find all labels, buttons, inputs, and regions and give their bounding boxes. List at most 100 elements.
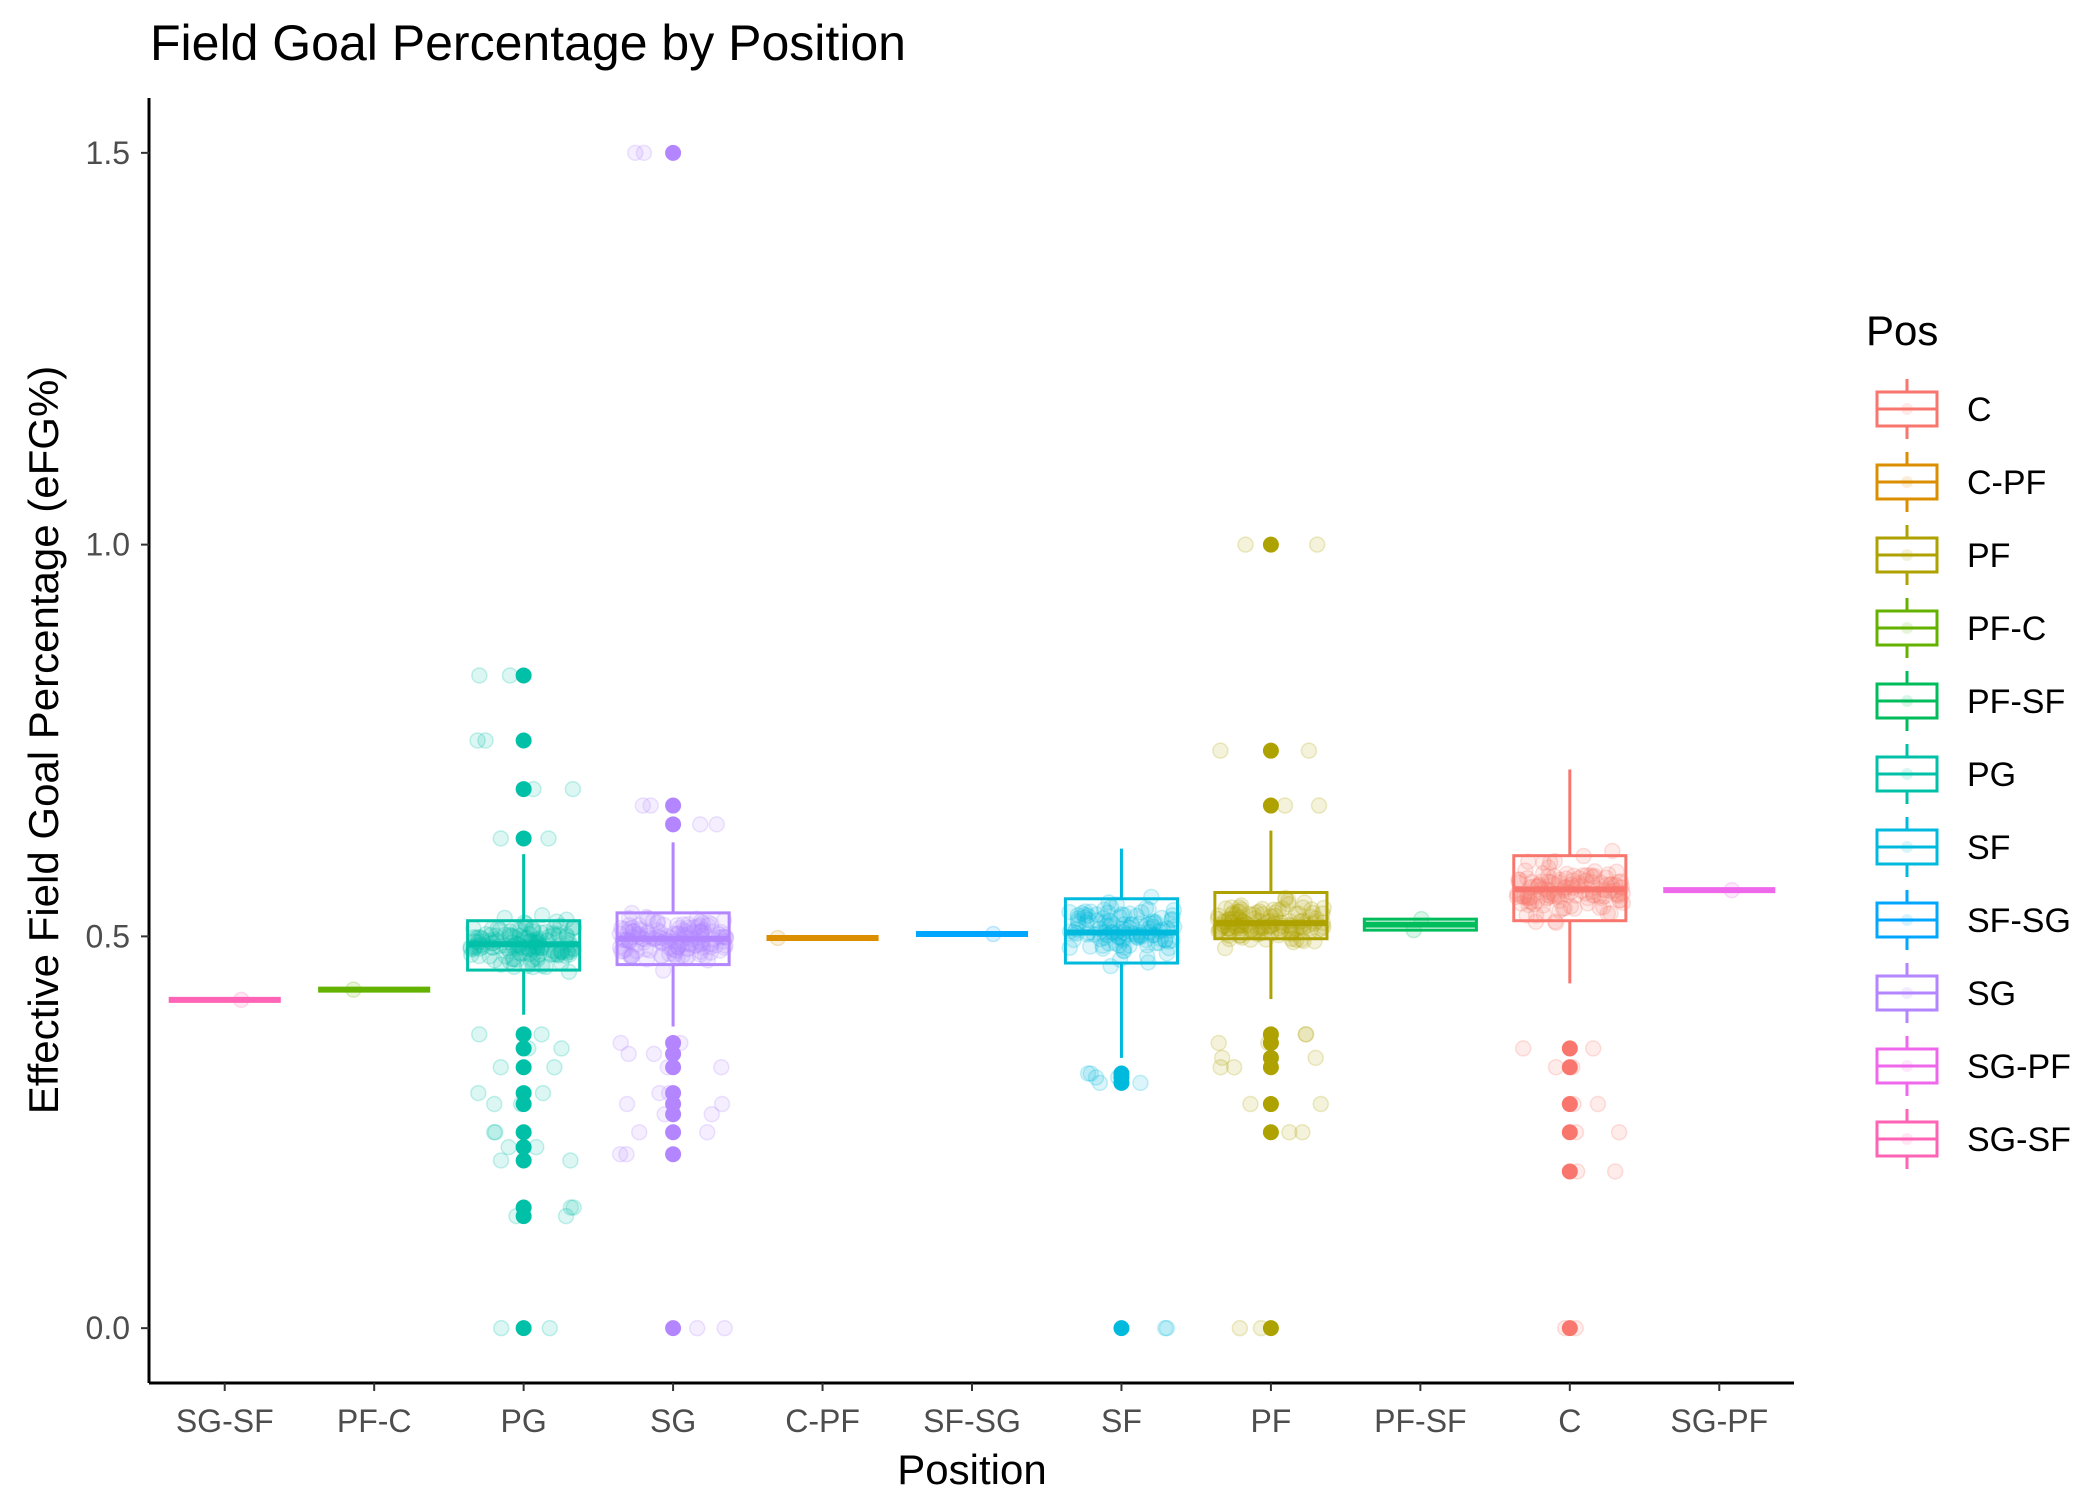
legend: Pos C C-PF PF PF-C PF-SF PG SF SF-SG SG SG-PF SG-S…: [1866, 307, 2071, 1169]
jitter-point: [1094, 940, 1112, 957]
jitter-point: [1076, 903, 1094, 920]
y-tick-label: 0.0: [86, 1310, 130, 1346]
jitter-point: [716, 1319, 733, 1337]
jitter-point: [534, 1084, 552, 1102]
outlier-point: [515, 1139, 532, 1156]
jitter-point: [1237, 536, 1254, 553]
jitter-point: [562, 1152, 579, 1169]
y-axis-title: Effective Field Goal Percentage (eFG%): [20, 366, 67, 1115]
jitter-point: [620, 1045, 637, 1063]
legend-item-sg-pf: SG-PF: [1875, 1036, 2071, 1096]
outlier-point: [665, 1059, 682, 1076]
outlier-point: [665, 816, 682, 833]
jitter-point: [1277, 889, 1294, 907]
jitter-point: [471, 667, 488, 684]
outlier-point: [1561, 1163, 1578, 1180]
jitter-point: [1251, 903, 1268, 920]
jitter-point: [524, 951, 541, 968]
jitter-point: [1300, 742, 1318, 759]
box-group-sg: [611, 144, 735, 1337]
jitter-point: [1140, 901, 1157, 918]
jitter-point: [691, 946, 709, 963]
jitter-point: [1111, 908, 1129, 926]
outlier-point: [1113, 1074, 1130, 1091]
legend-label: PF-C: [1967, 610, 2046, 648]
outlier-point: [515, 1208, 532, 1225]
jitter-point: [1082, 1065, 1100, 1082]
outlier-point: [1561, 1059, 1578, 1076]
jitter-point: [1518, 906, 1535, 924]
outlier-point: [1561, 1040, 1578, 1057]
legend-key-point: [1901, 549, 1913, 561]
jitter-point: [533, 1026, 550, 1043]
jitter-point: [1297, 1026, 1314, 1043]
jitter-point: [1091, 1074, 1109, 1092]
box-group-c: [1508, 769, 1632, 1337]
jitter-point: [1310, 797, 1328, 814]
x-tick-label: C: [1558, 1403, 1581, 1439]
jitter-point: [533, 907, 551, 924]
jitter-point: [654, 962, 672, 979]
legend-label: C-PF: [1967, 464, 2046, 502]
outlier-point: [515, 830, 532, 847]
jitter-point: [557, 947, 574, 965]
legend-item-sg-sf: SG-SF: [1875, 1109, 2071, 1169]
jitter-point: [500, 1138, 517, 1156]
jitter-point: [492, 830, 510, 847]
legend-label: SG: [1967, 975, 2016, 1013]
jitter-point: [1087, 1069, 1105, 1086]
x-tick-label: SG-SF: [176, 1403, 274, 1439]
jitter-point: [1121, 937, 1138, 954]
legend-item-pg: PG: [1875, 744, 2016, 804]
jitter-point: [549, 947, 567, 964]
jitter-point: [1069, 907, 1087, 924]
jitter-point: [497, 948, 515, 965]
outlier-point: [665, 144, 682, 161]
jitter-point: [477, 732, 494, 749]
jitter-point: [1527, 907, 1545, 924]
jitter-point: [1153, 909, 1170, 927]
jitter-point: [537, 923, 555, 941]
jitter-point: [1095, 901, 1113, 918]
jitter-point: [542, 946, 559, 964]
outlier-point: [665, 1146, 682, 1163]
jitter-point: [1584, 1040, 1602, 1057]
outlier-point: [515, 1124, 532, 1141]
outlier-point: [1262, 1096, 1279, 1113]
jitter-point: [628, 942, 645, 960]
jitter-point: [1579, 895, 1596, 912]
outlier-point: [515, 1026, 532, 1043]
jitter-point: [1274, 900, 1291, 917]
legend-item-pf-sf: PF-SF: [1875, 671, 2065, 731]
legend-key-point: [1901, 403, 1913, 415]
box-group-pf-sf: [1362, 910, 1478, 939]
jitter-point: [1307, 1049, 1324, 1067]
jitter-point: [685, 919, 703, 936]
jitter-point: [525, 923, 542, 940]
jitter-point: [1242, 1095, 1259, 1113]
legend-item-sg: SG: [1875, 963, 2016, 1023]
jitter-point: [1213, 1049, 1231, 1067]
jitter-point: [621, 947, 639, 964]
jitter-point: [487, 1124, 504, 1141]
jitter-point: [1522, 893, 1540, 911]
jitter-point: [529, 949, 546, 966]
legend-item-c: C: [1875, 379, 1992, 439]
jitter-point: [1610, 1124, 1628, 1141]
box-group-c-pf: [766, 929, 879, 947]
jitter-point: [470, 1084, 487, 1102]
x-axis-ticks: SG-SF PF-C PG SG C-PF SF-SG SF PF PF-SF C SG-PF: [176, 1383, 1768, 1439]
outlier-point: [515, 781, 532, 798]
jitter-point: [675, 916, 692, 933]
jitter-point: [1101, 912, 1119, 930]
box-group-pg: [462, 667, 583, 1337]
jitter-point: [1294, 899, 1312, 916]
legend-label: SF: [1967, 829, 2010, 867]
chart-title: Field Goal Percentage by Position: [150, 15, 906, 71]
jitter-point: [1611, 892, 1629, 909]
jitter-point: [1539, 868, 1557, 885]
jitter-point: [1132, 1074, 1149, 1092]
outlier-point: [1113, 1320, 1130, 1337]
jitter-point: [492, 1152, 510, 1169]
